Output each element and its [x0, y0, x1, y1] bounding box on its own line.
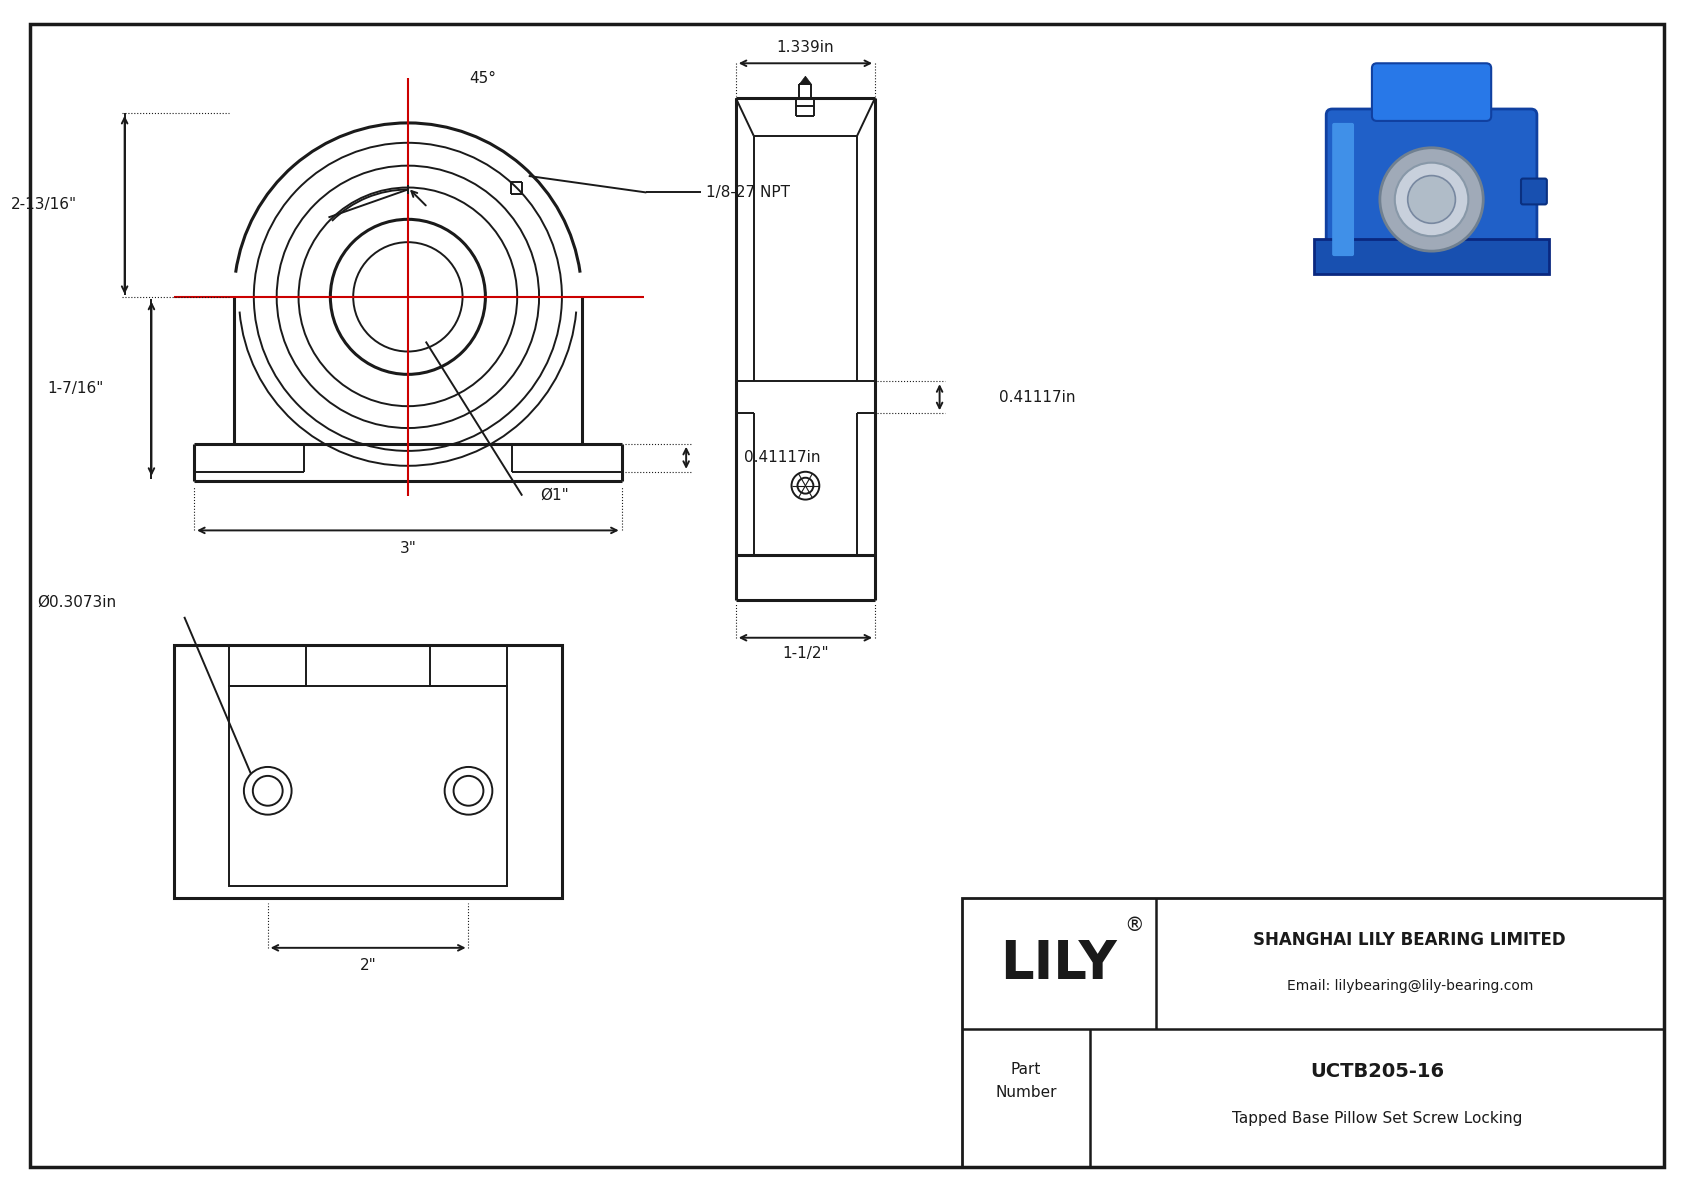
Text: 3": 3" [399, 541, 416, 556]
Text: UCTB205-16: UCTB205-16 [1310, 1061, 1443, 1080]
Circle shape [1408, 175, 1455, 223]
Text: 2": 2" [360, 959, 377, 973]
Circle shape [1379, 148, 1484, 251]
Text: 1/8-27 NPT: 1/8-27 NPT [706, 185, 790, 200]
Text: 1.339in: 1.339in [776, 39, 834, 55]
Text: Ø1": Ø1" [541, 488, 569, 503]
Text: Number: Number [995, 1085, 1058, 1100]
Bar [963, 898, 1664, 1167]
Text: ®: ® [1125, 916, 1143, 935]
Text: 2-13/16": 2-13/16" [10, 197, 77, 212]
Text: Email: lilybearing@lily-bearing.com: Email: lilybearing@lily-bearing.com [1287, 979, 1532, 992]
FancyBboxPatch shape [1327, 110, 1537, 266]
Bar [229, 644, 306, 686]
Bar [429, 644, 507, 686]
FancyBboxPatch shape [1332, 123, 1354, 256]
Bar [229, 686, 507, 886]
Text: 0.41117in: 0.41117in [744, 450, 820, 466]
Polygon shape [800, 76, 812, 85]
Text: 1-7/16": 1-7/16" [47, 381, 104, 395]
Bar [175, 644, 562, 898]
Circle shape [1394, 163, 1468, 236]
Text: 0.41117in: 0.41117in [999, 389, 1076, 405]
FancyBboxPatch shape [1372, 63, 1492, 121]
Bar [1314, 239, 1549, 274]
Text: 45°: 45° [468, 70, 495, 86]
Text: 1-1/2": 1-1/2" [781, 647, 829, 661]
Text: LILY: LILY [1000, 937, 1116, 990]
Text: SHANGHAI LILY BEARING LIMITED: SHANGHAI LILY BEARING LIMITED [1253, 931, 1566, 949]
Text: Ø0.3073in: Ø0.3073in [37, 594, 116, 610]
Text: Part: Part [1010, 1061, 1041, 1077]
FancyBboxPatch shape [1521, 179, 1548, 205]
Text: Tapped Base Pillow Set Screw Locking: Tapped Base Pillow Set Screw Locking [1231, 1111, 1522, 1127]
